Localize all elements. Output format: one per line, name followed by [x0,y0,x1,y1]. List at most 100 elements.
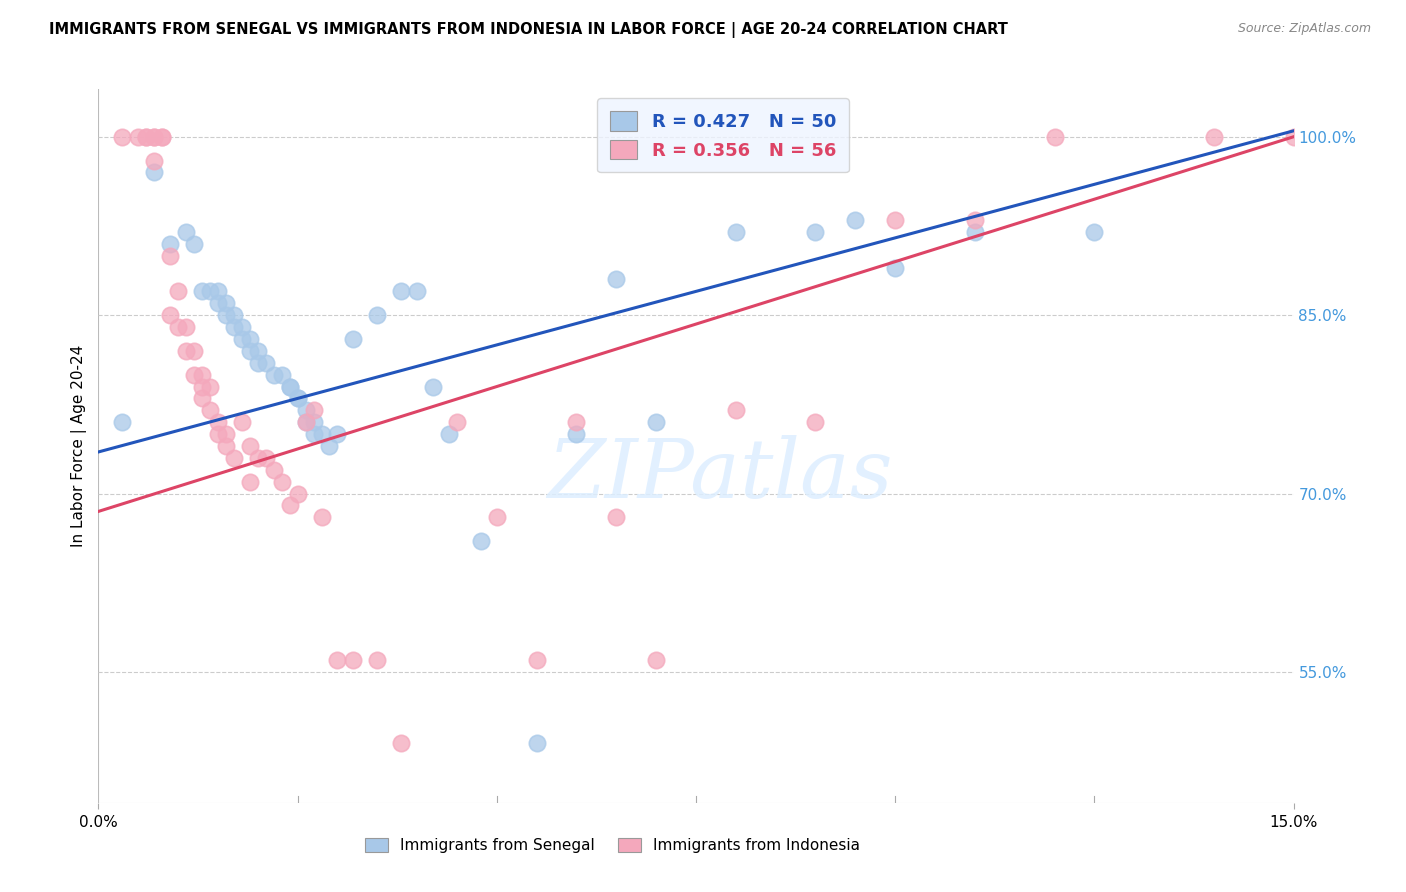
Point [207,415,229,429]
Point [270,475,292,489]
Point [191,368,214,382]
Point [135,129,157,144]
Point [844,213,866,227]
Point [804,225,827,239]
Point [167,285,190,299]
Point [565,427,588,442]
Point [239,475,262,489]
Point [294,403,316,417]
Point [485,510,508,524]
Point [239,332,262,346]
Point [231,332,253,346]
Point [645,415,668,429]
Point [183,343,205,358]
Point [159,249,181,263]
Point [246,356,269,370]
Point [446,415,468,429]
Point [884,260,907,275]
Point [294,415,316,429]
Point [342,653,364,667]
Point [724,403,747,417]
Point [342,332,364,346]
Point [311,510,333,524]
Point [215,296,238,310]
Text: IMMIGRANTS FROM SENEGAL VS IMMIGRANTS FROM INDONESIA IN LABOR FORCE | AGE 20-24 : IMMIGRANTS FROM SENEGAL VS IMMIGRANTS FR… [49,22,1008,38]
Point [389,736,412,750]
Point [239,343,262,358]
Point [150,129,173,144]
Point [191,379,214,393]
Point [239,439,262,453]
Point [1083,225,1105,239]
Point [278,499,301,513]
Point [143,129,166,144]
Point [174,343,197,358]
Point [437,427,460,442]
Text: Source: ZipAtlas.com: Source: ZipAtlas.com [1237,22,1371,36]
Point [804,415,827,429]
Y-axis label: In Labor Force | Age 20-24: In Labor Force | Age 20-24 [72,345,87,547]
Point [287,392,309,406]
Point [254,450,277,465]
Point [254,356,277,370]
Point [406,285,429,299]
Point [302,403,325,417]
Point [565,415,588,429]
Point [884,213,907,227]
Point [963,225,986,239]
Point [1282,129,1305,144]
Point [231,320,253,334]
Point [318,439,340,453]
Point [174,320,197,334]
Point [215,427,238,442]
Point [167,320,190,334]
Point [287,486,309,500]
Point [605,510,627,524]
Point [294,415,316,429]
Point [127,129,149,144]
Point [270,368,292,382]
Point [183,368,205,382]
Point [287,392,309,406]
Point [389,285,412,299]
Point [143,165,166,179]
Point [111,129,134,144]
Point [263,463,285,477]
Point [191,392,214,406]
Point [326,427,349,442]
Point [263,368,285,382]
Point [422,379,444,393]
Point [191,285,214,299]
Point [1202,129,1225,144]
Point [159,236,181,251]
Point [159,308,181,322]
Point [302,415,325,429]
Point [366,653,388,667]
Point [246,343,269,358]
Point [302,427,325,442]
Point [526,653,548,667]
Point [174,225,197,239]
Point [207,427,229,442]
Point [222,450,245,465]
Point [326,653,349,667]
Text: ZIPatlas: ZIPatlas [547,434,893,515]
Point [135,129,157,144]
Point [278,379,301,393]
Point [143,129,166,144]
Point [231,415,253,429]
Point [143,153,166,168]
Point [246,450,269,465]
Point [222,308,245,322]
Point [724,225,747,239]
Point [111,415,134,429]
Point [198,285,221,299]
Point [1043,129,1066,144]
Point [470,534,492,549]
Point [526,736,548,750]
Point [605,272,627,286]
Point [311,427,333,442]
Point [207,285,229,299]
Legend: Immigrants from Senegal, Immigrants from Indonesia: Immigrants from Senegal, Immigrants from… [359,832,866,859]
Point [963,213,986,227]
